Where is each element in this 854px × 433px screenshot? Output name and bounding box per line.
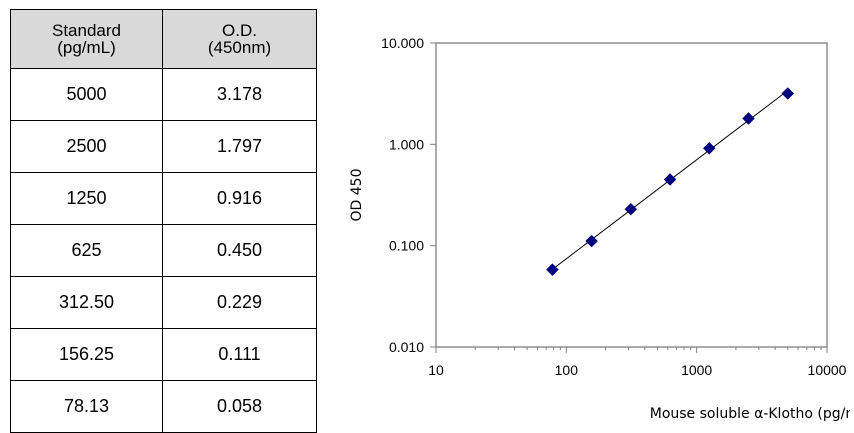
x-tick-label: 100 [555,362,579,378]
x-tick-label: 10000 [808,362,847,378]
plot-frame [435,42,828,348]
table-row: 78.13 0.058 [10,380,317,433]
od-cell: 0.450 [162,224,317,277]
table-row: 5000 3.178 [10,68,317,121]
table-row: 1250 0.916 [10,172,317,225]
x-tick-label: 1000 [681,362,712,378]
od-cell: 0.058 [162,380,317,433]
od-cell: 0.111 [162,328,317,381]
data-point [781,87,795,100]
standard-cell: 78.13 [10,380,163,433]
minor-ticks [430,42,828,353]
y-tick-label: 1.000 [389,136,424,152]
x-axis-label: Mouse soluble α-Klotho (pg/mL) [650,406,850,422]
standard-cell: 1250 [10,172,163,225]
od-cell: 1.797 [162,120,317,173]
y-tick-label: 0.010 [389,339,424,355]
data-point [546,263,559,276]
data-point [702,141,716,155]
table-row: 156.25 0.111 [10,328,317,381]
standard-cell: 312.50 [10,276,163,329]
standard-cell: 625 [10,224,163,277]
header-od: O.D. (450nm) [162,9,317,69]
standard-table: Standard (pg/mL) O.D. (450nm) 5000 3.178… [10,9,317,433]
table-row: 312.50 0.229 [10,276,317,329]
standard-cell: 5000 [10,68,163,121]
data-point [624,202,638,216]
table-row: 625 0.450 [10,224,317,277]
od-cell: 3.178 [162,68,317,121]
header-standard-line-2: (pg/mL) [57,38,116,57]
data-point [742,112,755,125]
header-standard-line-1: Standard [52,21,121,40]
standard-cell: 156.25 [10,328,163,381]
table-header-row: Standard (pg/mL) O.D. (450nm) [10,9,317,69]
y-tick-label: 0.100 [389,238,424,254]
standard-curve-chart: 0.010 0.100 1.000 10.000 10 100 1000 10000 Mou… [349,35,850,422]
table-row: 2500 1.797 [10,120,317,173]
standard-cell: 2500 [10,120,163,173]
header-od-line-1: O.D. [222,21,257,40]
y-axis-label: OD 450 [349,169,365,222]
header-od-line-2: (450nm) [207,38,272,57]
od-cell: 0.229 [162,276,317,329]
y-tick-label: 10.000 [381,35,424,51]
data-point [663,173,677,186]
data-point [585,234,598,248]
x-tick-label: 10 [428,362,444,378]
header-standard: Standard (pg/mL) [10,9,163,69]
od-cell: 0.916 [162,172,317,225]
